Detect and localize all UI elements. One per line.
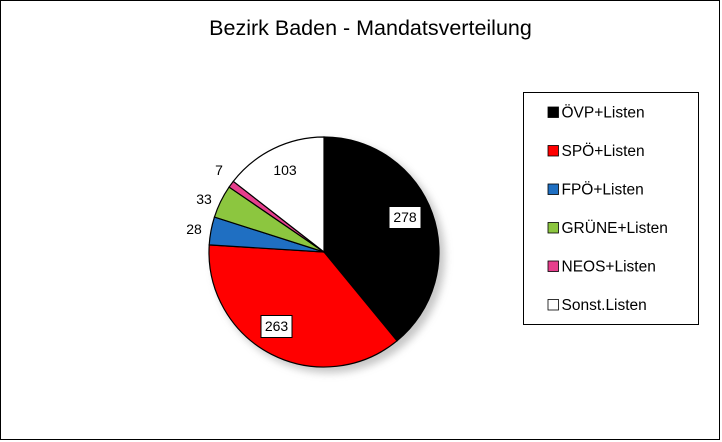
svg-text:SPÖ+Listen: SPÖ+Listen bbox=[562, 142, 645, 160]
svg-text:FPÖ+Listen: FPÖ+Listen bbox=[562, 181, 644, 199]
svg-text:Sonst.Listen: Sonst.Listen bbox=[562, 297, 647, 314]
svg-text:GRÜNE+Listen: GRÜNE+Listen bbox=[562, 219, 668, 237]
svg-text:NEOS+Listen: NEOS+Listen bbox=[562, 259, 656, 276]
svg-text:ÖVP+Listen: ÖVP+Listen bbox=[562, 104, 645, 122]
